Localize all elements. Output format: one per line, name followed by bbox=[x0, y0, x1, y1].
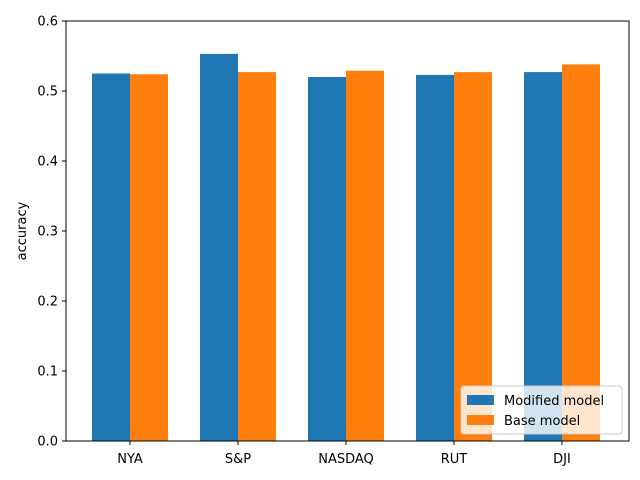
bar-modified-3 bbox=[416, 74, 454, 442]
bar-modified-4 bbox=[524, 72, 562, 441]
x-tick-label: DJI bbox=[553, 452, 571, 467]
bar-base-4 bbox=[562, 64, 600, 442]
legend-label-1: Base model bbox=[504, 414, 580, 429]
bar-base-2 bbox=[346, 70, 384, 441]
legend-frame bbox=[460, 385, 623, 435]
x-tick-label: S&P bbox=[225, 452, 251, 467]
legend: Modified model Base model bbox=[460, 385, 623, 435]
y-tick-label: 0.5 bbox=[37, 85, 58, 100]
y-tick-label: 0.1 bbox=[37, 365, 58, 380]
x-tick-label: NASDAQ bbox=[318, 452, 374, 467]
y-tick-label: 0.6 bbox=[37, 15, 58, 30]
bar-base-0 bbox=[130, 74, 168, 441]
plot-frame bbox=[65, 20, 630, 442]
legend-swatch-0 bbox=[467, 395, 494, 405]
y-tick-label: 0.2 bbox=[37, 295, 58, 310]
legend-label-0: Modified model bbox=[504, 394, 604, 409]
bars-group bbox=[92, 53, 600, 442]
y-tick-label: 0.4 bbox=[37, 155, 58, 170]
legend-swatch-1 bbox=[467, 415, 494, 425]
y-tick-label: 0.0 bbox=[37, 435, 58, 450]
y-axis-ticks: 0.0 0.1 0.2 0.3 0.4 0.5 0.6 bbox=[37, 15, 66, 450]
bar-modified-1 bbox=[200, 53, 238, 442]
bar-base-1 bbox=[238, 72, 276, 441]
y-tick-label: 0.3 bbox=[37, 225, 58, 240]
bar-modified-0 bbox=[92, 73, 130, 441]
bar-modified-2 bbox=[308, 77, 346, 441]
x-tick-label: RUT bbox=[441, 452, 468, 467]
x-tick-label: NYA bbox=[117, 452, 143, 467]
bar-base-3 bbox=[454, 72, 492, 441]
x-axis-ticks: NYA S&P NASDAQ RUT DJI bbox=[117, 441, 571, 467]
y-axis-label: accuracy bbox=[15, 201, 30, 260]
